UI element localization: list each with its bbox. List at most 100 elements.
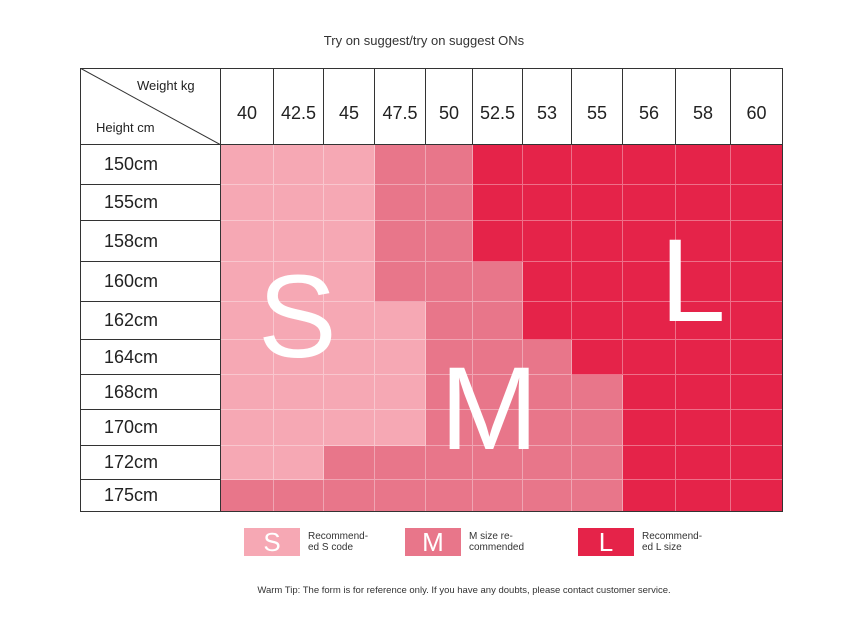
size-cell-s: [221, 185, 274, 221]
size-cell-l: [731, 446, 783, 480]
legend-item-l: L Recommend- ed L size: [578, 527, 722, 557]
size-cell-l: [572, 262, 623, 302]
size-cell-l: [572, 340, 623, 375]
weight-header: 50: [426, 68, 473, 145]
size-cell-l: [523, 221, 572, 262]
size-cell-m: [572, 410, 623, 446]
height-row-label: 172cm: [80, 446, 221, 480]
height-row-label: 155cm: [80, 185, 221, 221]
size-cell-l: [676, 480, 731, 512]
size-cell-s: [221, 446, 274, 480]
height-row-label: 170cm: [80, 410, 221, 446]
size-cell-m: [426, 340, 473, 375]
size-cell-l: [731, 262, 783, 302]
size-cell-m: [473, 446, 523, 480]
size-cell-m: [572, 480, 623, 512]
size-cell-s: [274, 302, 324, 340]
size-cell-s: [274, 410, 324, 446]
size-cell-s: [375, 340, 426, 375]
size-cell-m: [426, 480, 473, 512]
weight-header: 55: [572, 68, 623, 145]
size-cell-l: [623, 262, 676, 302]
weight-header: 47.5: [375, 68, 426, 145]
size-cell-m: [426, 410, 473, 446]
size-cell-m: [523, 340, 572, 375]
size-cell-s: [324, 340, 375, 375]
weight-header: 42.5: [274, 68, 324, 145]
size-cell-m: [375, 480, 426, 512]
legend-text: Recommend- ed L size: [642, 531, 703, 553]
size-cell-l: [676, 375, 731, 410]
size-cell-s: [274, 262, 324, 302]
size-cell-l: [731, 375, 783, 410]
size-cell-l: [731, 302, 783, 340]
size-cell-m: [426, 145, 473, 185]
size-cell-m: [375, 221, 426, 262]
height-row-label: 162cm: [80, 302, 221, 340]
size-cell-m: [473, 480, 523, 512]
chart-title: Try on suggest/try on suggest ONs: [323, 33, 525, 48]
size-cell-l: [676, 145, 731, 185]
weight-header: 53: [523, 68, 572, 145]
weight-header: 40: [221, 68, 274, 145]
warm-tip: Warm Tip: The form is for reference only…: [257, 585, 671, 596]
size-cell-s: [375, 302, 426, 340]
size-cell-m: [572, 446, 623, 480]
size-cell-l: [523, 185, 572, 221]
size-cell-l: [731, 410, 783, 446]
size-cell-m: [523, 410, 572, 446]
size-cell-m: [375, 262, 426, 302]
size-cell-l: [623, 375, 676, 410]
weight-axis-label: Weight kg: [137, 78, 195, 93]
big-letter-m: M: [440, 343, 539, 475]
size-cell-l: [523, 145, 572, 185]
size-cell-l: [572, 302, 623, 340]
size-cell-s: [324, 221, 375, 262]
size-cell-m: [324, 480, 375, 512]
size-cell-l: [731, 185, 783, 221]
size-cell-s: [375, 375, 426, 410]
size-cell-l: [473, 221, 523, 262]
weight-header: 45: [324, 68, 375, 145]
size-cell-s: [221, 262, 274, 302]
size-cell-l: [523, 302, 572, 340]
size-cell-m: [523, 446, 572, 480]
size-cell-l: [623, 302, 676, 340]
size-cell-s: [274, 340, 324, 375]
size-cell-l: [473, 145, 523, 185]
size-cell-m: [473, 375, 523, 410]
size-cell-l: [731, 145, 783, 185]
size-cell-s: [221, 221, 274, 262]
corner-header: Weight kg Height cm: [80, 68, 221, 145]
height-row-label: 158cm: [80, 221, 221, 262]
big-letter-l: L: [660, 215, 726, 347]
size-cell-m: [473, 410, 523, 446]
size-cell-s: [221, 302, 274, 340]
size-cell-s: [324, 262, 375, 302]
size-cell-s: [274, 446, 324, 480]
size-cell-s: [324, 302, 375, 340]
size-cell-s: [221, 145, 274, 185]
size-cell-m: [274, 480, 324, 512]
legend-swatch: M: [405, 527, 461, 557]
size-cell-s: [221, 410, 274, 446]
size-cell-l: [676, 221, 731, 262]
height-row-label: 160cm: [80, 262, 221, 302]
size-cell-m: [426, 185, 473, 221]
size-cell-s: [221, 340, 274, 375]
size-cell-m: [426, 262, 473, 302]
size-cell-s: [324, 185, 375, 221]
size-cell-m: [426, 221, 473, 262]
size-cell-l: [731, 480, 783, 512]
weight-header: 58: [676, 68, 731, 145]
size-cell-m: [375, 446, 426, 480]
size-cell-l: [623, 446, 676, 480]
size-cell-m: [324, 446, 375, 480]
weight-header: 52.5: [473, 68, 523, 145]
size-cell-m: [473, 302, 523, 340]
size-cell-s: [274, 145, 324, 185]
size-cell-l: [731, 340, 783, 375]
size-cell-l: [523, 262, 572, 302]
size-cell-l: [623, 221, 676, 262]
height-row-label: 168cm: [80, 375, 221, 410]
